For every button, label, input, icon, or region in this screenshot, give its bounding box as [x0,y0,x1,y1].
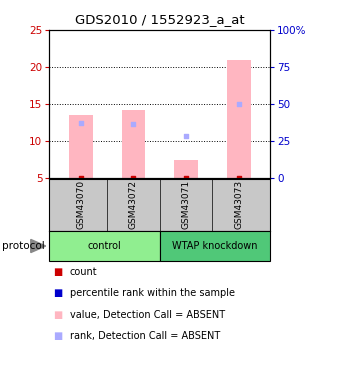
Point [183,133,189,139]
Point [131,175,136,181]
Text: GSM43070: GSM43070 [76,180,85,229]
Text: percentile rank within the sample: percentile rank within the sample [70,288,235,298]
Bar [160,231,270,261]
Point [183,175,189,181]
Text: protocol: protocol [2,241,45,251]
Text: rank, Detection Call = ABSENT: rank, Detection Call = ABSENT [70,331,220,341]
Text: ■: ■ [53,331,62,341]
Text: control: control [88,241,121,251]
Bar [49,231,160,261]
Text: count: count [70,267,97,277]
Text: GDS2010 / 1552923_a_at: GDS2010 / 1552923_a_at [75,13,244,26]
Point [236,101,241,107]
Text: value, Detection Call = ABSENT: value, Detection Call = ABSENT [70,310,225,320]
Bar [69,115,93,178]
Polygon shape [31,240,46,253]
Bar [174,160,198,178]
Text: GSM43072: GSM43072 [129,180,138,229]
Point [78,120,84,126]
Text: GSM43073: GSM43073 [234,180,243,229]
Text: ■: ■ [53,310,62,320]
Text: WTAP knockdown: WTAP knockdown [172,241,258,251]
Text: ■: ■ [53,267,62,277]
Bar [227,60,251,178]
Point [236,175,241,181]
Bar [122,110,145,178]
Text: ■: ■ [53,288,62,298]
Point [78,175,84,181]
Point [131,121,136,127]
Text: GSM43071: GSM43071 [182,180,191,229]
